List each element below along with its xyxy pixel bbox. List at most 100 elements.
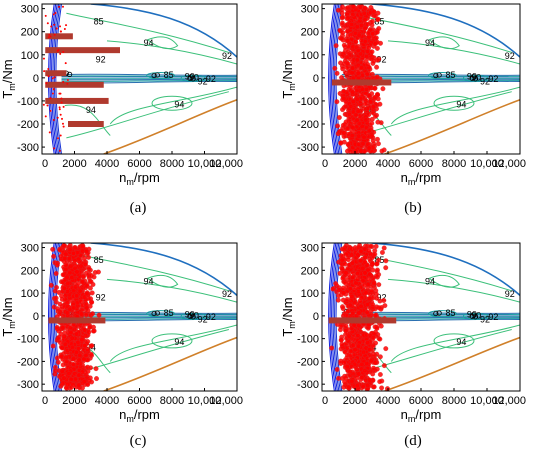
data-point bbox=[355, 289, 361, 295]
contour-line bbox=[53, 243, 61, 391]
data-point bbox=[89, 290, 95, 296]
data-point bbox=[58, 106, 61, 109]
contour-label: 85 bbox=[445, 308, 455, 318]
y-tick-label: 0 bbox=[313, 311, 319, 323]
data-point bbox=[370, 302, 376, 308]
x-tick-label: 6000 bbox=[127, 395, 151, 407]
contour-line bbox=[66, 91, 229, 139]
contour-line bbox=[433, 95, 475, 111]
data-point bbox=[71, 305, 77, 311]
data-point-band bbox=[48, 317, 106, 324]
contour-label: 90 bbox=[189, 72, 199, 82]
data-point bbox=[62, 80, 65, 83]
contour-line bbox=[427, 72, 457, 80]
data-point bbox=[63, 266, 69, 272]
contour-label: 92 bbox=[505, 289, 515, 299]
y-tick-label: -200 bbox=[17, 119, 39, 131]
y-tick-label: 300 bbox=[301, 243, 319, 255]
data-point bbox=[350, 11, 356, 17]
data-point bbox=[51, 77, 54, 80]
data-point bbox=[343, 280, 349, 286]
data-point bbox=[59, 52, 62, 55]
data-point bbox=[59, 113, 62, 116]
data-point bbox=[61, 285, 67, 291]
data-point bbox=[350, 274, 356, 280]
operating-marker bbox=[472, 76, 479, 82]
data-point bbox=[81, 379, 87, 385]
regen-limit-curve bbox=[384, 336, 520, 391]
contour-line bbox=[332, 243, 340, 391]
data-point bbox=[332, 65, 338, 71]
x-tick-label: 0 bbox=[322, 158, 328, 170]
data-point bbox=[348, 21, 354, 27]
data-point bbox=[340, 30, 346, 36]
operating-marker bbox=[436, 310, 442, 316]
data-point bbox=[51, 92, 54, 95]
data-point bbox=[62, 125, 65, 128]
operating-marker bbox=[154, 72, 160, 78]
data-point bbox=[385, 386, 390, 391]
contour-label: 92 bbox=[488, 312, 498, 322]
contour-label: 94 bbox=[144, 38, 154, 48]
data-point bbox=[334, 70, 340, 76]
data-point bbox=[341, 42, 347, 48]
contour-line bbox=[109, 86, 237, 125]
data-point bbox=[57, 311, 62, 317]
data-point bbox=[361, 134, 367, 140]
data-point bbox=[44, 14, 47, 17]
data-point bbox=[356, 323, 362, 329]
y-axis-label-unit: /Nm bbox=[280, 297, 295, 321]
data-point bbox=[62, 51, 65, 54]
data-point bbox=[53, 76, 56, 79]
data-point bbox=[363, 86, 369, 92]
contour-line bbox=[387, 278, 520, 303]
data-point bbox=[347, 111, 353, 117]
data-point bbox=[373, 243, 379, 249]
data-point bbox=[376, 26, 382, 31]
data-point bbox=[383, 346, 389, 352]
x-tick-label: 2000 bbox=[343, 395, 367, 407]
x-axis-label: nm/rpm bbox=[119, 170, 160, 187]
contour-line bbox=[328, 4, 335, 154]
data-point bbox=[361, 10, 367, 16]
data-point bbox=[83, 270, 89, 276]
x-axis-label-main: n bbox=[119, 407, 126, 422]
efficiency-contours bbox=[48, 4, 237, 154]
data-point bbox=[362, 368, 368, 374]
data-point bbox=[364, 54, 370, 60]
y-tick-label: -300 bbox=[297, 379, 319, 391]
data-point bbox=[341, 360, 347, 366]
x-tick-label: 6000 bbox=[409, 158, 433, 170]
data-point bbox=[379, 250, 385, 255]
data-point bbox=[66, 371, 72, 377]
data-point bbox=[60, 380, 66, 386]
y-axis-label-unit: /Nm bbox=[0, 297, 15, 321]
contour-label: 90 bbox=[189, 310, 199, 320]
y-tick-label: 300 bbox=[21, 4, 39, 16]
y-tick-label: 300 bbox=[301, 4, 319, 16]
data-point bbox=[79, 279, 85, 285]
data-point bbox=[65, 280, 71, 286]
data-point bbox=[362, 39, 368, 45]
data-point bbox=[379, 148, 385, 154]
contour-label: 85 bbox=[164, 308, 174, 318]
contour-label: 85 bbox=[164, 70, 174, 80]
x-axis-label-sub: m bbox=[408, 177, 416, 187]
data-point bbox=[363, 290, 369, 296]
data-point bbox=[58, 354, 64, 360]
data-point bbox=[360, 265, 366, 271]
data-point bbox=[42, 57, 45, 60]
x-axis-label-sub: m bbox=[408, 414, 416, 424]
x-tick-label: 8000 bbox=[160, 395, 184, 407]
contour-line bbox=[390, 86, 520, 125]
data-point bbox=[367, 271, 373, 277]
data-point bbox=[378, 120, 384, 126]
operating-marker bbox=[151, 72, 157, 79]
data-point bbox=[349, 133, 355, 139]
contour-label: 92 bbox=[198, 314, 208, 324]
x-tick-label: 4000 bbox=[95, 158, 119, 170]
data-point bbox=[334, 367, 340, 372]
data-point bbox=[68, 376, 74, 382]
